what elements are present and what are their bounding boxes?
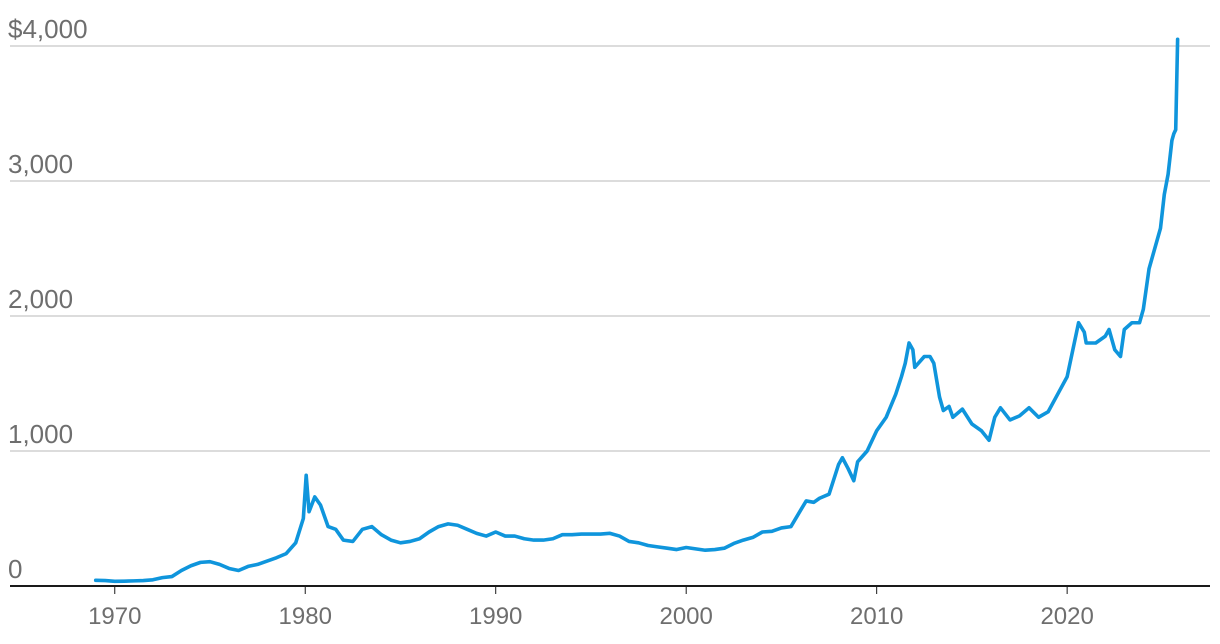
x-tick-label-2020: 2020 [1040, 603, 1093, 630]
x-tick-label-2000: 2000 [659, 603, 712, 630]
y-tick-label-0: 0 [8, 554, 22, 584]
x-tick-label-1980: 1980 [279, 603, 332, 630]
x-tick-label-1990: 1990 [469, 603, 522, 630]
y-tick-label-3000: 3,000 [8, 149, 73, 179]
series-line-0 [93, 37, 1180, 584]
x-tick-label-2010: 2010 [850, 603, 903, 630]
y-tick-label-4000: $4,000 [8, 14, 88, 44]
x-tick-label-1970: 1970 [88, 603, 141, 630]
gridlines [10, 45, 1210, 452]
series-layer [93, 37, 1180, 584]
y-axis-labels: 0 1,000 2,000 3,000 $4,000 [8, 14, 88, 584]
y-tick-label-2000: 2,000 [8, 284, 73, 314]
x-axis: 1970 1980 1990 2000 2010 2020 [10, 585, 1210, 630]
y-tick-label-1000: 1,000 [8, 419, 73, 449]
